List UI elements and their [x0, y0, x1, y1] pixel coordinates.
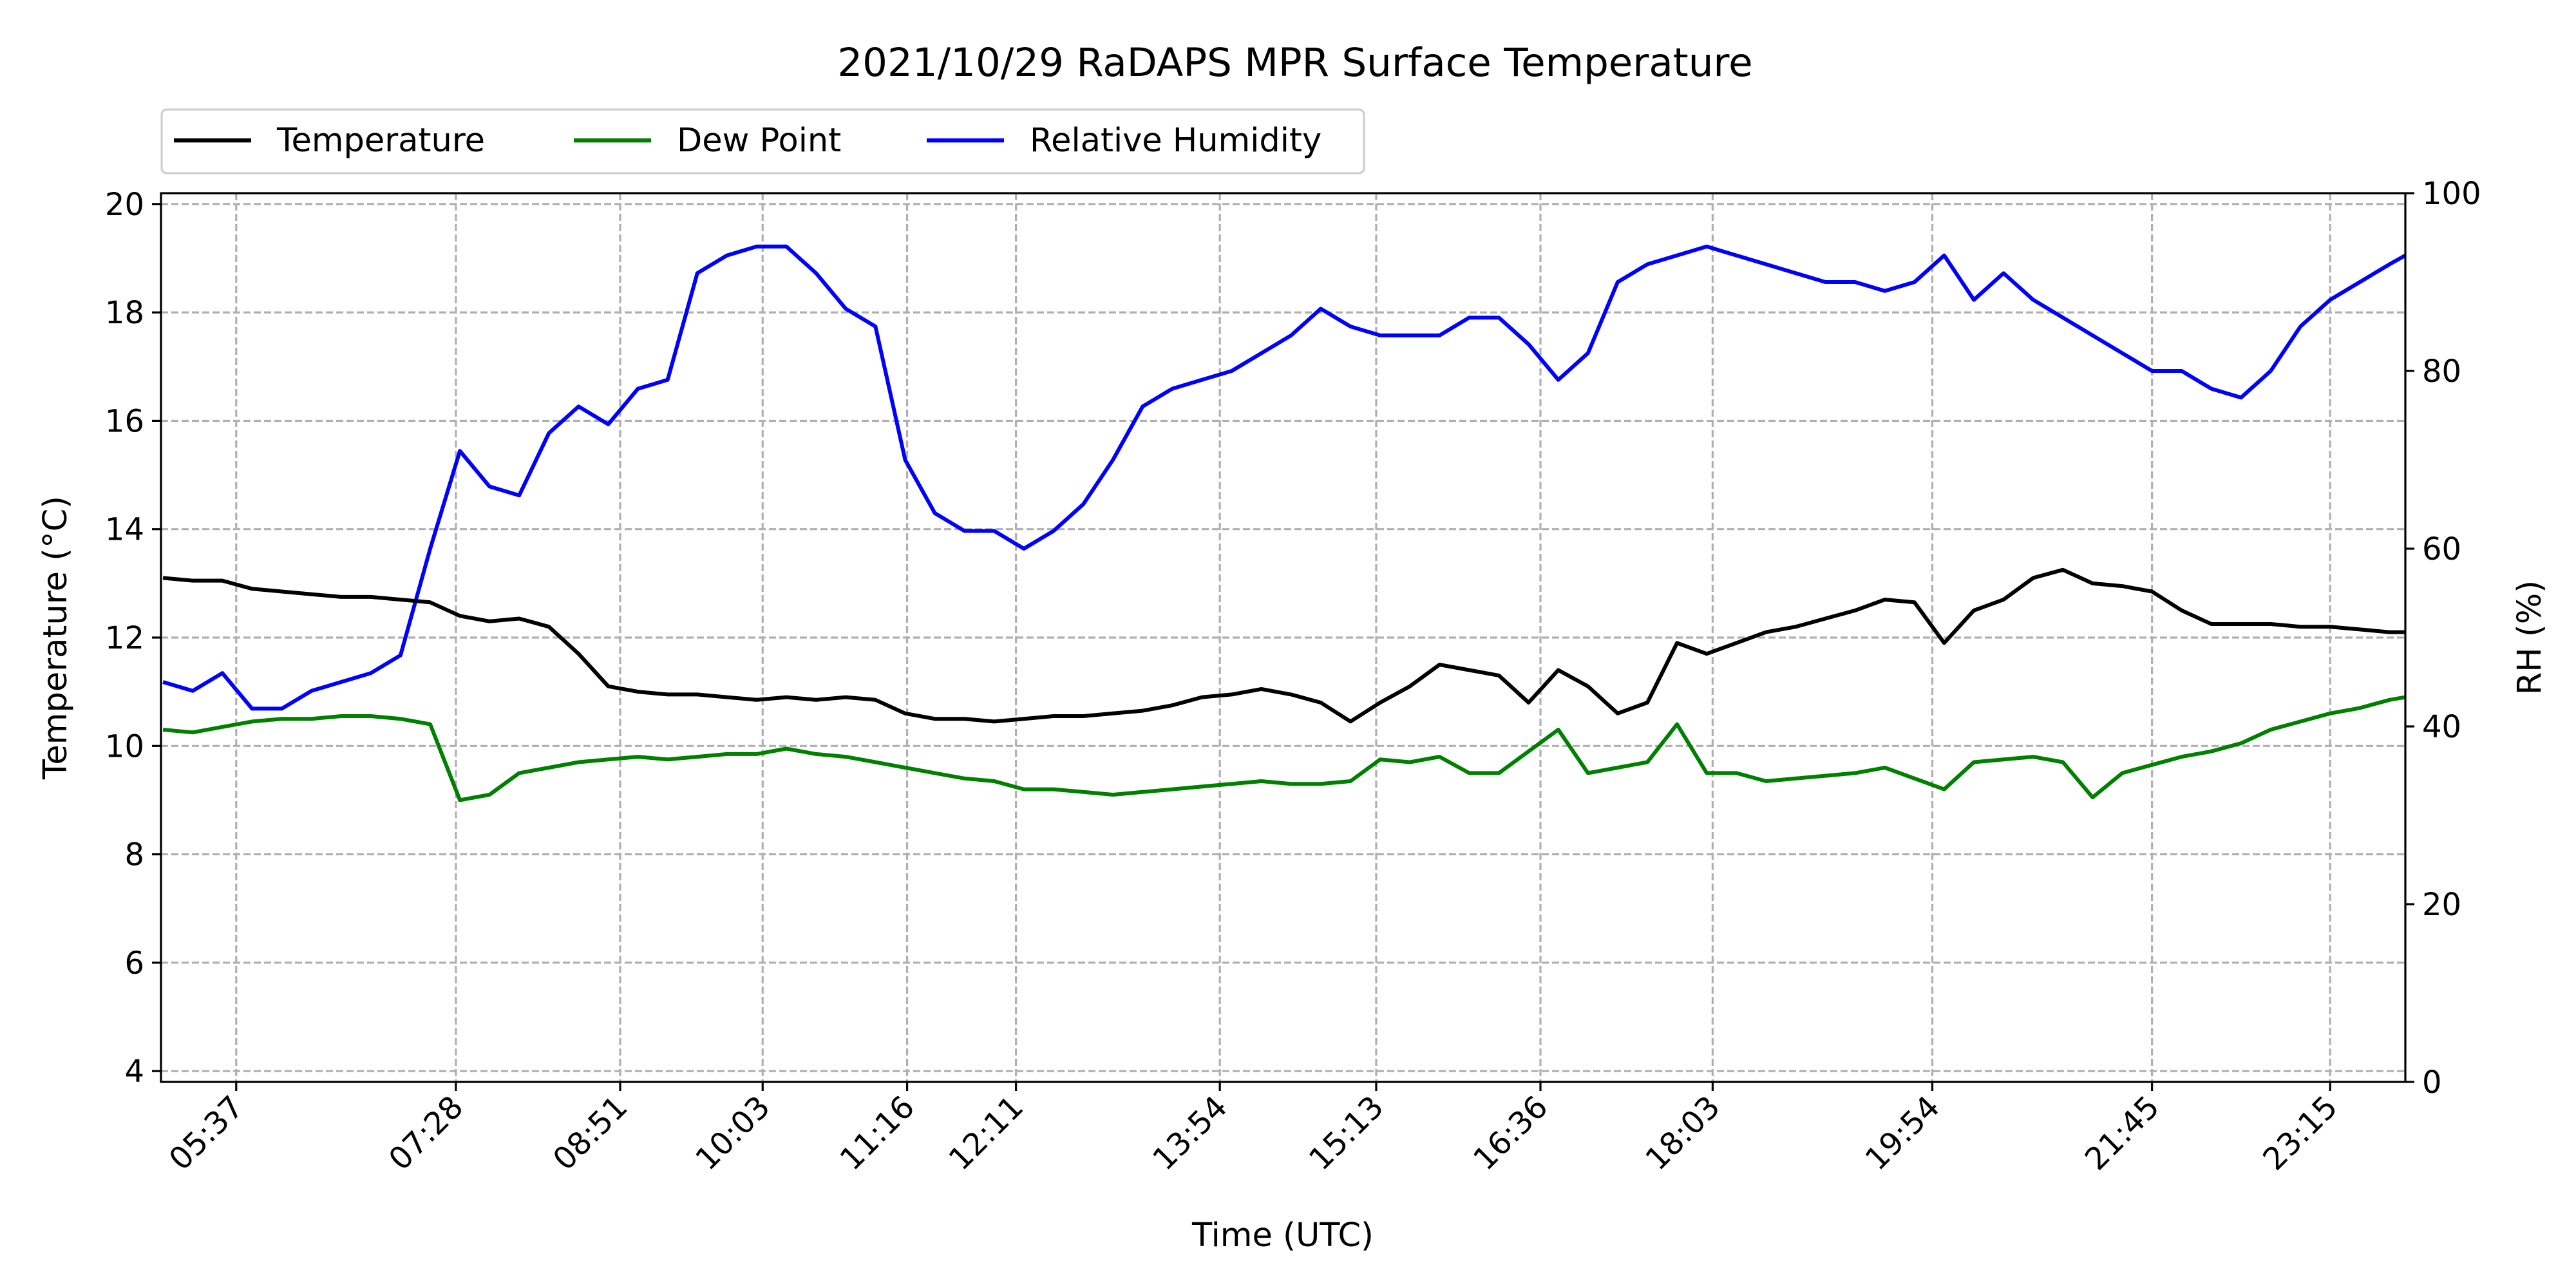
x-tick-label: 10:03	[688, 1089, 777, 1177]
y-tick-label: 20	[105, 187, 144, 223]
y2-tick-label: 60	[2422, 531, 2461, 567]
y-gridlines	[161, 203, 2405, 1072]
series-lines	[162, 244, 2407, 802]
x-tick-label: 23:15	[2256, 1089, 2344, 1177]
x-axis-label: Time (UTC)	[1191, 1217, 1374, 1255]
y2-tick-label: 40	[2422, 709, 2461, 745]
x-tick-label: 07:28	[382, 1089, 470, 1177]
y2-tick-label: 0	[2422, 1065, 2442, 1101]
x-tick-label: 16:36	[1466, 1089, 1555, 1177]
y-axis-left: 4 6 8 10 12 14 16 18 20	[105, 187, 161, 1090]
x-tick-label: 15:13	[1302, 1089, 1390, 1177]
legend-label-dew-point: Dew Point	[677, 122, 841, 160]
x-tick-label: 11:16	[833, 1089, 922, 1177]
y-axis-label: Temperature (°C)	[37, 496, 75, 780]
x-tick-label: 18:03	[1638, 1089, 1727, 1177]
x-tick-label: 05:37	[162, 1089, 251, 1177]
y-tick-label: 16	[105, 403, 144, 439]
y-tick-label: 8	[124, 837, 144, 873]
x-axis: 05:37 07:28 08:51 10:03 11:16 12:11 13:54 15:13…	[162, 1082, 2345, 1177]
y2-axis-label: RH (%)	[2511, 580, 2549, 695]
legend-box	[160, 108, 1365, 175]
x-tick-label: 13:54	[1146, 1089, 1234, 1177]
chart-title: 2021/10/29 RaDAPS MPR Surface Temperatur…	[837, 40, 1752, 86]
x-tick-label: 21:45	[2078, 1089, 2166, 1177]
temperature-line	[162, 567, 2405, 724]
x-tick-label: 08:51	[546, 1089, 634, 1177]
y-tick-label: 10	[105, 728, 144, 764]
dew-point-line	[162, 695, 2406, 802]
y-axis-right: 0 20 40 60 80 100	[2405, 176, 2481, 1101]
y-tick-label: 12	[105, 620, 144, 656]
x-tick-label: 19:54	[1859, 1089, 1947, 1177]
legend-label-relative-humidity: Relative Humidity	[1030, 122, 1321, 160]
y-tick-label: 18	[105, 295, 144, 331]
y2-tick-label: 20	[2422, 887, 2461, 923]
y-tick-label: 4	[124, 1054, 144, 1090]
y-tick-label: 14	[105, 512, 144, 548]
plot-area	[160, 192, 2407, 1083]
y-tick-label: 6	[124, 945, 144, 981]
x-tick-label: 12:11	[942, 1089, 1030, 1177]
relative-humidity-line	[162, 244, 2407, 711]
y2-tick-label: 80	[2422, 354, 2461, 390]
legend-label-temperature: Temperature	[276, 122, 485, 160]
y2-tick-label: 100	[2422, 176, 2481, 212]
legend: Temperature Dew Point Relative Humidity	[160, 108, 1365, 175]
